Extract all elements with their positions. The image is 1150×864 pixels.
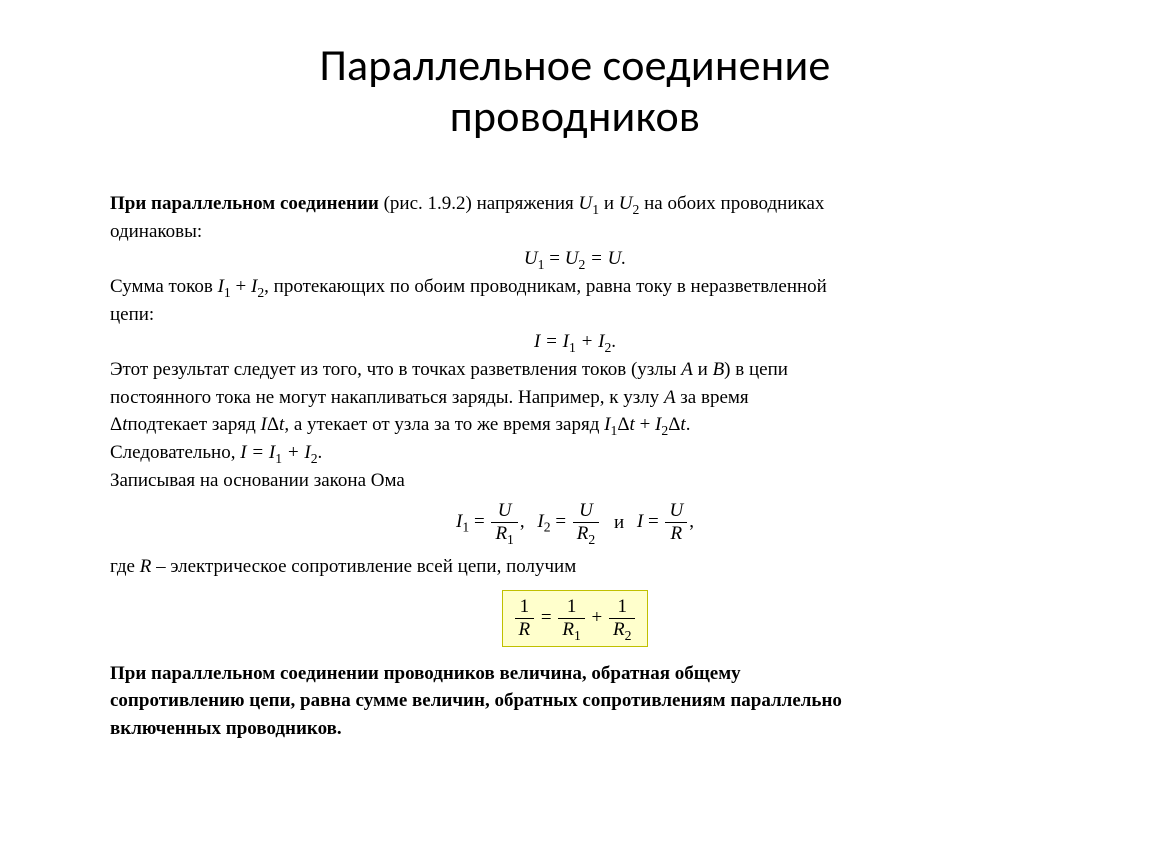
den-r1b: R (562, 619, 574, 640)
where-r-b: – электрическое сопротивление всей цепи,… (151, 556, 576, 577)
eq-i2-sub: 2 (544, 520, 551, 535)
para-node-b: ) в цепи (724, 359, 788, 380)
slide-title: Параллельное соединение проводников (110, 40, 1040, 141)
node-a: A (681, 359, 693, 380)
title-line-1: Параллельное соединение (319, 38, 830, 92)
sum-currents-line1: Сумма токов I1 + I2, протекающих по обои… (110, 274, 1040, 300)
num-1b: 1 (558, 597, 584, 619)
sumI-plus: + (231, 276, 251, 297)
box-eq: = (536, 607, 556, 628)
var-u1: U (579, 193, 593, 214)
num-u-2: U (579, 500, 593, 521)
eq-i: I = UR, (637, 501, 694, 544)
intro-line-2: одинаковы: (110, 219, 1040, 245)
eq-u-lhs: U (524, 248, 538, 269)
node-b: B (713, 359, 725, 380)
equation-ohm-row: I1 = UR1, I2 = UR2 и I = UR, (110, 501, 1040, 544)
eq-u-sub1: 1 (538, 257, 545, 272)
conclusion-line1: При параллельном соединении проводников … (110, 661, 1040, 687)
den-r1b-sub: 1 (574, 627, 581, 642)
frac-1-r: 1 R (515, 597, 535, 640)
eq-u-mid: U (565, 248, 579, 269)
eqI-a: I = I (534, 331, 569, 352)
eq-eq2: = (551, 511, 571, 532)
where-r-line: где R – электрическое сопротивление всей… (110, 554, 1040, 580)
charge-plus: + (635, 414, 655, 435)
where-r-a: где (110, 556, 140, 577)
conclusion-line3: включенных проводников. (110, 716, 1040, 742)
frac-u-r: UR (665, 501, 687, 544)
var-u2: U (619, 193, 633, 214)
num-1a: 1 (515, 597, 535, 619)
conclusion-line2: сопротивлению цепи, равна сумме величин,… (110, 688, 1040, 714)
equation-u: U1 = U2 = U. (110, 246, 1040, 272)
den-r1: R (495, 523, 507, 544)
den-r: R (671, 523, 683, 544)
para-node-line2a: постоянного тока не могут накапливаться … (110, 387, 664, 408)
intro-rest-3: на обоих проводниках (639, 193, 824, 214)
frac-u-r2: UR2 (573, 501, 599, 544)
charge-dt2: Δt (668, 414, 686, 435)
therefore-dot: . (318, 442, 323, 463)
eq-trail: , (689, 511, 694, 532)
where-r-var: R (140, 556, 152, 577)
eqI-sub1: 1 (569, 340, 576, 355)
therefore-mid: + I (282, 442, 311, 463)
slide: Параллельное соединение проводников При … (0, 0, 1150, 864)
intro-rest-1: (рис. 1.9.2) напряжения (379, 193, 579, 214)
charge-a: Δ (110, 414, 122, 435)
nodes-line2: постоянного тока не могут накапливаться … (110, 385, 1040, 411)
therefore-sub2: 2 (311, 451, 318, 466)
sumI-b: , протекающих по обоим проводникам, равн… (264, 276, 827, 297)
charge-dot: . (686, 414, 691, 435)
den-r2-sub: 2 (588, 532, 595, 547)
therefore-a: Следовательно, (110, 442, 240, 463)
boxed-equation-wrap: 1 R = 1 R1 + 1 R2 (110, 590, 1040, 647)
box-plus: + (587, 607, 607, 628)
den-r1-sub: 1 (507, 532, 514, 547)
num-1c: 1 (609, 597, 635, 619)
eqI-c: . (611, 331, 616, 352)
den-r2b: R (613, 619, 625, 640)
sum-currents-line2: цепи: (110, 302, 1040, 328)
charge-line: Δtподтекает заряд IΔt, а утекает от узла… (110, 412, 1040, 438)
frac-1-r2: 1 R2 (609, 597, 635, 640)
num-u-3: U (669, 500, 683, 521)
sumI-sub1: 1 (224, 285, 231, 300)
den-ra: R (519, 619, 531, 640)
frac-1-r1: 1 R1 (558, 597, 584, 640)
intro-paragraph: При параллельном соединении (рис. 1.9.2)… (110, 191, 1040, 217)
sep1: , (520, 511, 525, 532)
num-u-1: U (498, 500, 512, 521)
eq-u-rhs: = U. (585, 248, 626, 269)
frac-u-r1: UR1 (491, 501, 517, 544)
eq-eq1: = (469, 511, 489, 532)
equation-i: I = I1 + I2. (110, 329, 1040, 355)
nodes-line1: Этот результат следует из того, что в то… (110, 357, 1040, 383)
intro-bold: При параллельном соединении (110, 193, 379, 214)
para-node-line2b: за время (676, 387, 749, 408)
charge-c: , а утекает от узла за то же время заряд (284, 414, 604, 435)
para-node-a: Этот результат следует из того, что в то… (110, 359, 681, 380)
boxed-equation: 1 R = 1 R1 + 1 R2 (502, 590, 649, 647)
intro-rest-2: и (599, 193, 619, 214)
charge-dt: Δt (267, 414, 285, 435)
slide-body: При параллельном соединении (рис. 1.9.2)… (110, 191, 1040, 741)
therefore-line: Следовательно, I = I1 + I2. (110, 440, 1040, 466)
sumI-a: Сумма токов (110, 276, 218, 297)
charge-dt1: Δt (617, 414, 635, 435)
eq-i1: I1 = UR1, (456, 501, 525, 544)
therefore-I: I = I (240, 442, 275, 463)
eqI-b: + I (576, 331, 605, 352)
ohm-line: Записывая на основании закона Ома (110, 468, 1040, 494)
node-a2: A (664, 387, 676, 408)
para-node-and: и (693, 359, 713, 380)
title-line-2: проводников (450, 89, 700, 143)
den-r2b-sub: 2 (625, 627, 632, 642)
charge-b: подтекает заряд (128, 414, 261, 435)
den-r2: R (577, 523, 589, 544)
eq-eq3: = (643, 511, 663, 532)
eq-i2: I2 = UR2 (537, 501, 601, 544)
sep-and: и (614, 510, 624, 536)
